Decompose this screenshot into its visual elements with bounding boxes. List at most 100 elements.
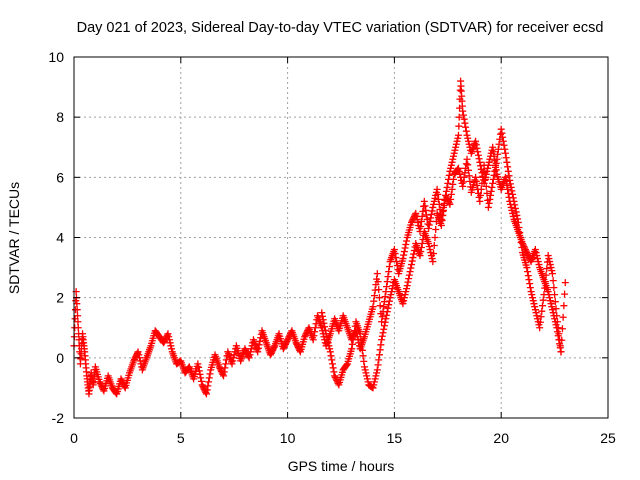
data-point: [425, 221, 433, 229]
data-point: [328, 356, 336, 364]
data-point: [329, 364, 337, 372]
data-point: [358, 346, 366, 354]
data-point: [324, 339, 332, 347]
data-point: [426, 246, 434, 254]
y-tick-label: 6: [56, 169, 64, 185]
data-point: [370, 381, 378, 389]
data-point: [534, 258, 542, 266]
data-point: [548, 267, 556, 275]
data-point: [463, 131, 471, 139]
data-point: [330, 368, 338, 376]
data-point: [524, 272, 532, 280]
y-axis-label: SDTVAR / TECUs: [6, 182, 22, 294]
data-point: [553, 312, 561, 320]
data-point: [447, 164, 455, 172]
data-point: [195, 363, 203, 371]
data-point: [557, 348, 565, 356]
data-point: [548, 270, 556, 278]
data-point: [429, 203, 437, 211]
data-point: [529, 294, 537, 302]
data-point: [472, 137, 480, 145]
data-point: [535, 261, 543, 269]
data-point: [326, 348, 334, 356]
data-point: [459, 111, 467, 119]
data-point: [348, 345, 356, 353]
data-point: [430, 250, 438, 258]
data-point: [512, 208, 520, 216]
data-point: [323, 336, 331, 344]
data-point: [529, 297, 537, 305]
data-point: [498, 129, 506, 137]
data-point: [464, 137, 472, 145]
data-point: [537, 313, 545, 321]
data-point: [195, 367, 203, 375]
data-point: [464, 166, 472, 174]
data-point: [220, 368, 228, 376]
data-point: [500, 141, 508, 149]
data-point: [311, 328, 319, 336]
data-point: [461, 119, 469, 127]
data-point: [533, 312, 541, 320]
data-point: [72, 297, 80, 305]
data-point: [489, 175, 497, 183]
data-point: [449, 180, 457, 188]
data-point: [532, 309, 540, 317]
data-point: [321, 326, 329, 334]
data-point: [536, 318, 544, 326]
data-point: [74, 324, 82, 332]
data-point: [417, 217, 425, 225]
data-point: [130, 357, 138, 365]
data-point: [392, 254, 400, 262]
data-point: [435, 195, 443, 203]
data-point: [531, 246, 539, 254]
data-point: [485, 158, 493, 166]
data-point: [325, 342, 333, 350]
data-point: [434, 190, 442, 198]
data-point: [292, 339, 300, 347]
data-point: [205, 378, 213, 386]
data-point: [522, 247, 530, 255]
data-point: [487, 187, 495, 195]
data-point: [443, 194, 451, 202]
data-point: [451, 146, 459, 154]
data-point: [494, 150, 502, 158]
data-point: [482, 182, 490, 190]
data-point: [524, 250, 532, 258]
data-point: [544, 252, 552, 260]
data-point: [430, 242, 438, 250]
data-point: [437, 221, 445, 229]
data-point: [448, 185, 456, 193]
data-point: [220, 372, 228, 380]
data-point: [531, 303, 539, 311]
data-point: [502, 177, 510, 185]
data-point: [450, 149, 458, 157]
data-point: [283, 337, 291, 345]
data-point: [383, 283, 391, 291]
data-point: [382, 315, 390, 323]
data-point: [427, 210, 435, 218]
data-point: [476, 197, 484, 205]
data-point: [463, 155, 471, 163]
data-point: [135, 351, 143, 359]
data-point: [373, 270, 381, 278]
data-point: [246, 351, 254, 359]
data-point: [525, 276, 533, 284]
data-point: [547, 300, 555, 308]
data-point: [196, 370, 204, 378]
data-point: [422, 206, 430, 214]
data-point: [509, 212, 517, 220]
data-point: [473, 181, 481, 189]
data-point: [215, 363, 223, 371]
data-point: [551, 298, 559, 306]
data-point: [163, 331, 171, 339]
data-point: [375, 294, 383, 302]
data-point: [241, 345, 249, 353]
data-point: [381, 293, 389, 301]
data-point: [360, 357, 368, 365]
data-point: [357, 335, 365, 343]
data-point: [362, 369, 370, 377]
data-point: [488, 146, 496, 154]
data-point: [309, 336, 317, 344]
data-point: [383, 311, 391, 319]
data-point: [505, 172, 513, 180]
